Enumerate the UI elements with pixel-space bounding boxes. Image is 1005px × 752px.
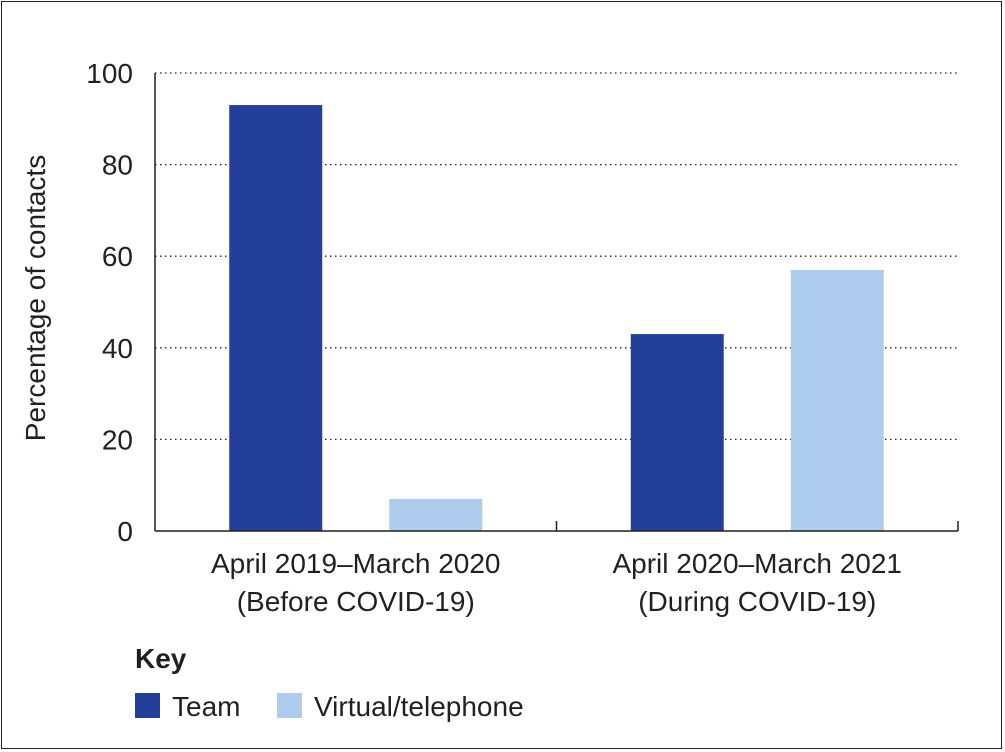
gridlines [155, 72, 958, 441]
category-label: April 2019–March 2020 [211, 548, 501, 579]
y-axis-label: Percentage of contacts [20, 155, 51, 441]
legend-swatch-team [135, 693, 160, 718]
legend: Key Team Virtual/telephone [135, 643, 524, 722]
bar-team-0 [229, 105, 323, 531]
y-tick-labels: 0 20 40 60 80 100 [86, 58, 133, 547]
y-tick-label: 40 [102, 333, 133, 364]
category-label: April 2020–March 2021 [612, 548, 902, 579]
category-label: (During COVID-19) [638, 586, 876, 617]
category-labels: April 2019–March 2020 (Before COVID-19) Ap… [211, 548, 902, 617]
bar-virtual-telephone-1 [790, 269, 884, 531]
bars [229, 105, 884, 531]
y-tick-label: 100 [86, 58, 133, 89]
y-tick-label: 0 [117, 516, 133, 547]
legend-title: Key [135, 643, 187, 674]
bar-virtual-telephone-0 [389, 498, 483, 531]
bar-team-1 [630, 334, 724, 531]
legend-label: Team [172, 691, 240, 722]
y-tick-label: 80 [102, 150, 133, 181]
legend-label: Virtual/telephone [314, 691, 524, 722]
legend-swatch-virtual-telephone [277, 693, 302, 718]
axes [154, 73, 959, 532]
y-tick-label: 20 [102, 424, 133, 455]
category-label: (Before COVID-19) [237, 586, 475, 617]
y-tick-label: 60 [102, 241, 133, 272]
